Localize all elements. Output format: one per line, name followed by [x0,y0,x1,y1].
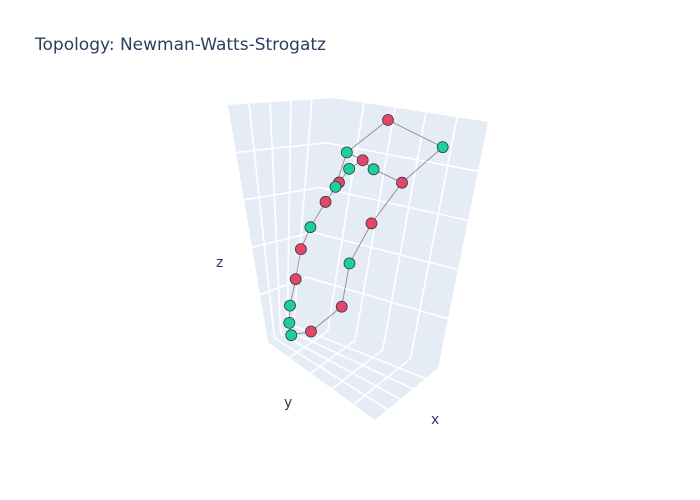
grid-line [273,337,389,411]
grid-line [248,103,276,339]
network-node[interactable] [340,146,353,159]
grid-line [251,231,314,248]
network-edge [310,306,343,332]
grid-line [326,142,479,172]
nodes-layer[interactable] [283,114,449,342]
network-edge [401,146,443,184]
grid-line [382,112,427,350]
z-axis-label: z [216,255,223,271]
grid-line [269,102,282,335]
grid-line [292,99,313,327]
network-node[interactable] [365,217,378,230]
grid-line [409,117,458,359]
grid-lines [235,99,479,411]
grid-line [353,358,411,406]
grid-line [313,231,459,271]
grid-line [310,339,356,374]
network-node[interactable] [343,162,356,175]
grid-line [286,100,292,331]
network-node[interactable] [356,154,369,167]
grid-line [288,330,329,359]
network-node[interactable] [329,180,342,193]
network-node[interactable] [304,221,317,234]
network-node[interactable] [305,325,317,338]
network-node[interactable] [335,300,348,313]
chart-title: Topology: Newman-Watts-Strogatz [34,35,326,55]
grid-line [243,186,320,201]
network-edge [346,119,389,153]
network-node[interactable] [289,273,302,286]
network-edge [349,223,372,264]
network-node[interactable] [367,163,380,176]
y-axis-label: y [284,395,292,411]
network-node[interactable] [283,316,296,329]
network-edge [341,263,350,307]
network-node[interactable] [382,114,394,126]
network-edge [387,119,443,148]
network-node[interactable] [285,329,298,342]
grid-line [319,186,469,222]
grid-line [331,348,384,390]
grid-line [235,142,327,154]
network-node[interactable] [396,176,408,189]
network-node[interactable] [284,299,296,312]
network-node[interactable] [343,257,356,270]
network-node[interactable] [294,243,307,256]
grid-line [280,333,401,400]
pane-floor [268,322,438,420]
x-axis-label: x [431,412,439,428]
network-node[interactable] [319,196,332,208]
grid-line [286,329,414,390]
network-node[interactable] [436,141,449,154]
grid-line [326,102,365,332]
grid-line [306,276,449,320]
network-edge [371,182,403,224]
scene-3d[interactable] [228,98,488,420]
